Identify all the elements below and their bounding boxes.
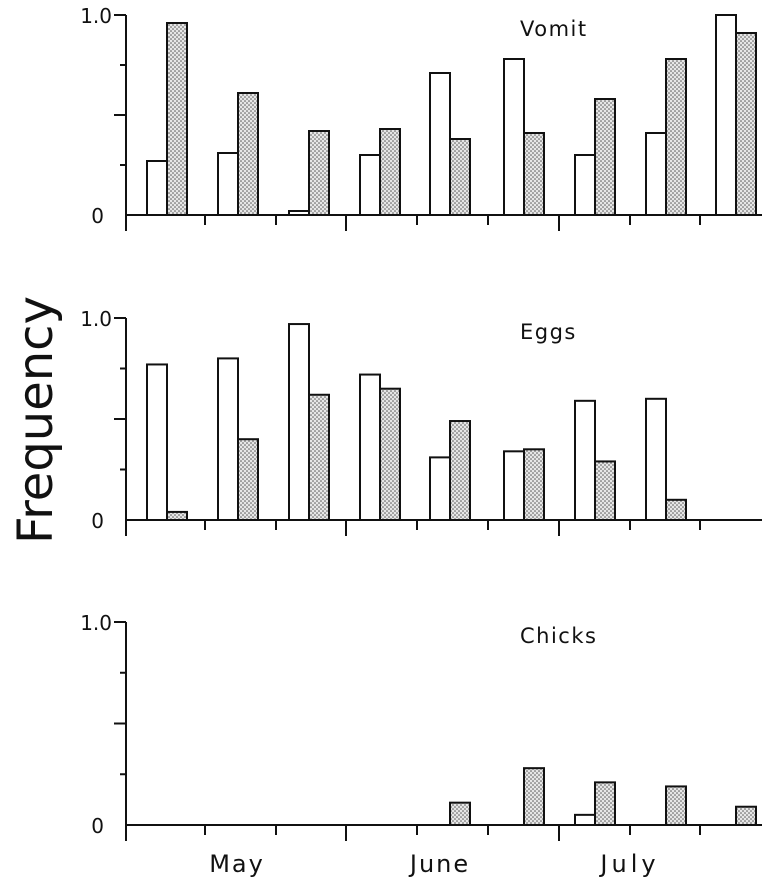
bar-open [503,58,525,216]
bar-stippled [379,387,401,522]
bar-stippled [594,98,616,216]
bar-stippled [237,92,259,216]
bar-open [574,399,596,522]
bar-open [288,323,310,521]
y-axis-label: Frequency [8,296,64,544]
panel-eggs: 0 1.0 Eggs [80,307,762,536]
bar-stippled [379,128,401,216]
panel-title: Eggs [520,320,577,344]
bar-stippled [594,781,616,826]
month-label-june: June [408,850,470,878]
bar-open [429,456,451,522]
y-tick-label: 0 [91,509,104,533]
bar-stippled [237,438,259,522]
panel-title: Chicks [520,624,597,648]
bar-stippled [594,460,616,522]
bar-stippled [523,767,545,826]
y-tick-label: 0 [91,204,104,228]
bar-stippled [449,801,471,826]
bar-open [288,210,310,216]
bar-open [715,14,737,216]
panel-chicks: 0 1.0 Chicks [80,611,762,841]
bar-open [429,72,451,216]
month-label-july: July [598,850,659,878]
bar-stippled [166,510,188,522]
bar-open [359,373,381,521]
y-tick-label: 1.0 [80,307,112,331]
bar-open [574,154,596,216]
panel-vomit: 0 1.0 Vomit [80,4,762,231]
bar-stippled [735,32,757,216]
bar-open [146,160,168,216]
bar-stippled [449,420,471,521]
bar-stippled [665,58,687,216]
bar-open [574,813,596,826]
bar-stippled [308,393,330,522]
bar-stippled [166,22,188,216]
bar-stippled [523,132,545,216]
bar-stippled [523,448,545,521]
bar-stippled [665,498,687,521]
bar-stippled [735,805,757,826]
bar-open [645,397,667,521]
bar-open [217,357,239,521]
y-tick-label: 1.0 [80,611,112,635]
bar-stippled [665,785,687,826]
bar-stippled [449,138,471,216]
bar-open [503,450,525,522]
bar-open [217,152,239,216]
bar-stippled [308,130,330,216]
bar-open [146,363,168,521]
bar-open [645,132,667,216]
month-label-may: May [209,850,265,878]
y-tick-label: 0 [91,814,104,838]
y-tick-label: 1.0 [80,4,112,28]
panel-title: Vomit [520,17,588,41]
bar-open [359,154,381,216]
